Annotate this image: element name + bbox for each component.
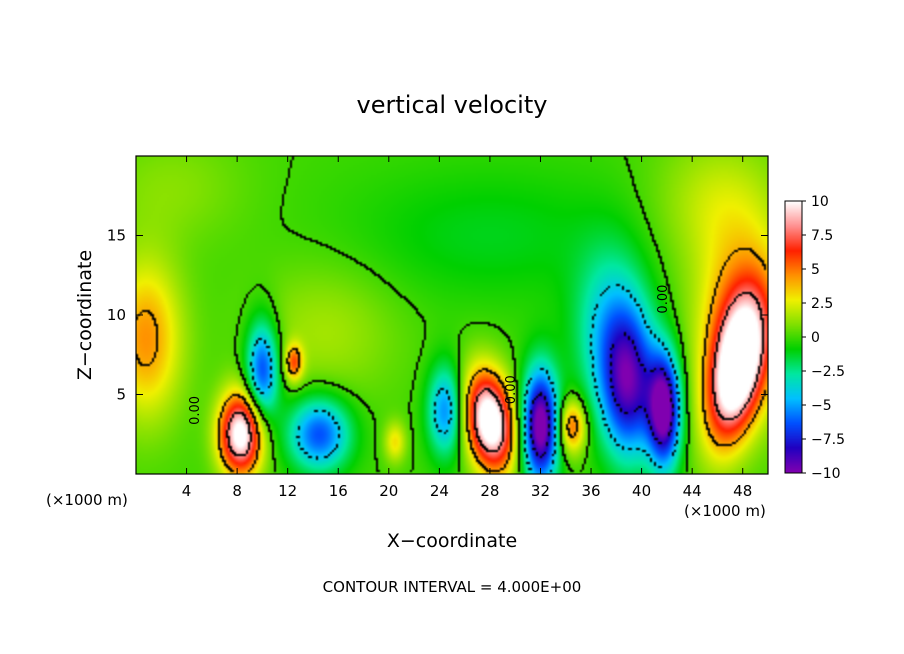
x-tick-label: 4 — [182, 482, 192, 500]
velocity-field-heatmap — [136, 156, 768, 474]
contour-label: 0.00 — [656, 285, 671, 314]
x-axis-unit-right: (×1000 m) — [684, 502, 766, 520]
x-tick-label: 12 — [278, 482, 297, 500]
colorbar-tick-label: 2.5 — [811, 296, 833, 312]
contour-label: 0.00 — [188, 396, 203, 425]
x-tick-label: 16 — [329, 482, 348, 500]
colorbar-tick-label: −10 — [811, 466, 841, 482]
x-axis-unit-left: (×1000 m) — [46, 491, 128, 509]
colorbar-tick-label: −7.5 — [811, 432, 845, 448]
y-axis-ticks: 5 10 15 — [107, 227, 768, 404]
y-tick-label: 15 — [107, 227, 126, 245]
x-tick-label: 44 — [683, 482, 702, 500]
x-tick-label: 20 — [379, 482, 398, 500]
colorbar-tick-label: −5 — [811, 398, 832, 414]
x-axis-ticks: 4 8 12 16 20 24 28 32 36 40 44 48 — [182, 156, 752, 500]
plot-area: 0.00 0.00 0.00 — [135, 155, 769, 475]
y-tick-label: 5 — [116, 386, 126, 404]
x-tick-label: 24 — [430, 482, 449, 500]
x-tick-label: 32 — [531, 482, 550, 500]
colorbar-tick-label: −2.5 — [811, 364, 845, 380]
chart-title: vertical velocity — [357, 91, 548, 119]
colorbar-tick-label: 7.5 — [811, 228, 833, 244]
colorbar-tick-label: 5 — [811, 262, 820, 278]
x-tick-label: 40 — [632, 482, 651, 500]
colorbar-ticks: 10 7.5 5 2.5 0 −2.5 −5 −7.5 −10 — [802, 194, 845, 482]
x-tick-label: 28 — [480, 482, 499, 500]
x-axis-label: X−coordinate — [387, 530, 517, 552]
x-tick-label: 8 — [232, 482, 242, 500]
y-tick-label: 10 — [107, 306, 126, 324]
colorbar: 10 7.5 5 2.5 0 −2.5 −5 −7.5 −10 — [784, 194, 845, 482]
x-tick-label: 36 — [581, 482, 600, 500]
colorbar-tick-label: 10 — [811, 194, 829, 210]
colorbar-gradient — [785, 201, 802, 473]
contour-labels: 0.00 0.00 0.00 — [188, 285, 671, 425]
contour-label: 0.00 — [504, 375, 519, 404]
colorbar-tick-label: 0 — [811, 330, 820, 346]
y-axis-label: Z−coordinate — [74, 250, 96, 380]
x-tick-label: 48 — [733, 482, 752, 500]
contour-interval-note: CONTOUR INTERVAL = 4.000E+00 — [323, 578, 582, 596]
